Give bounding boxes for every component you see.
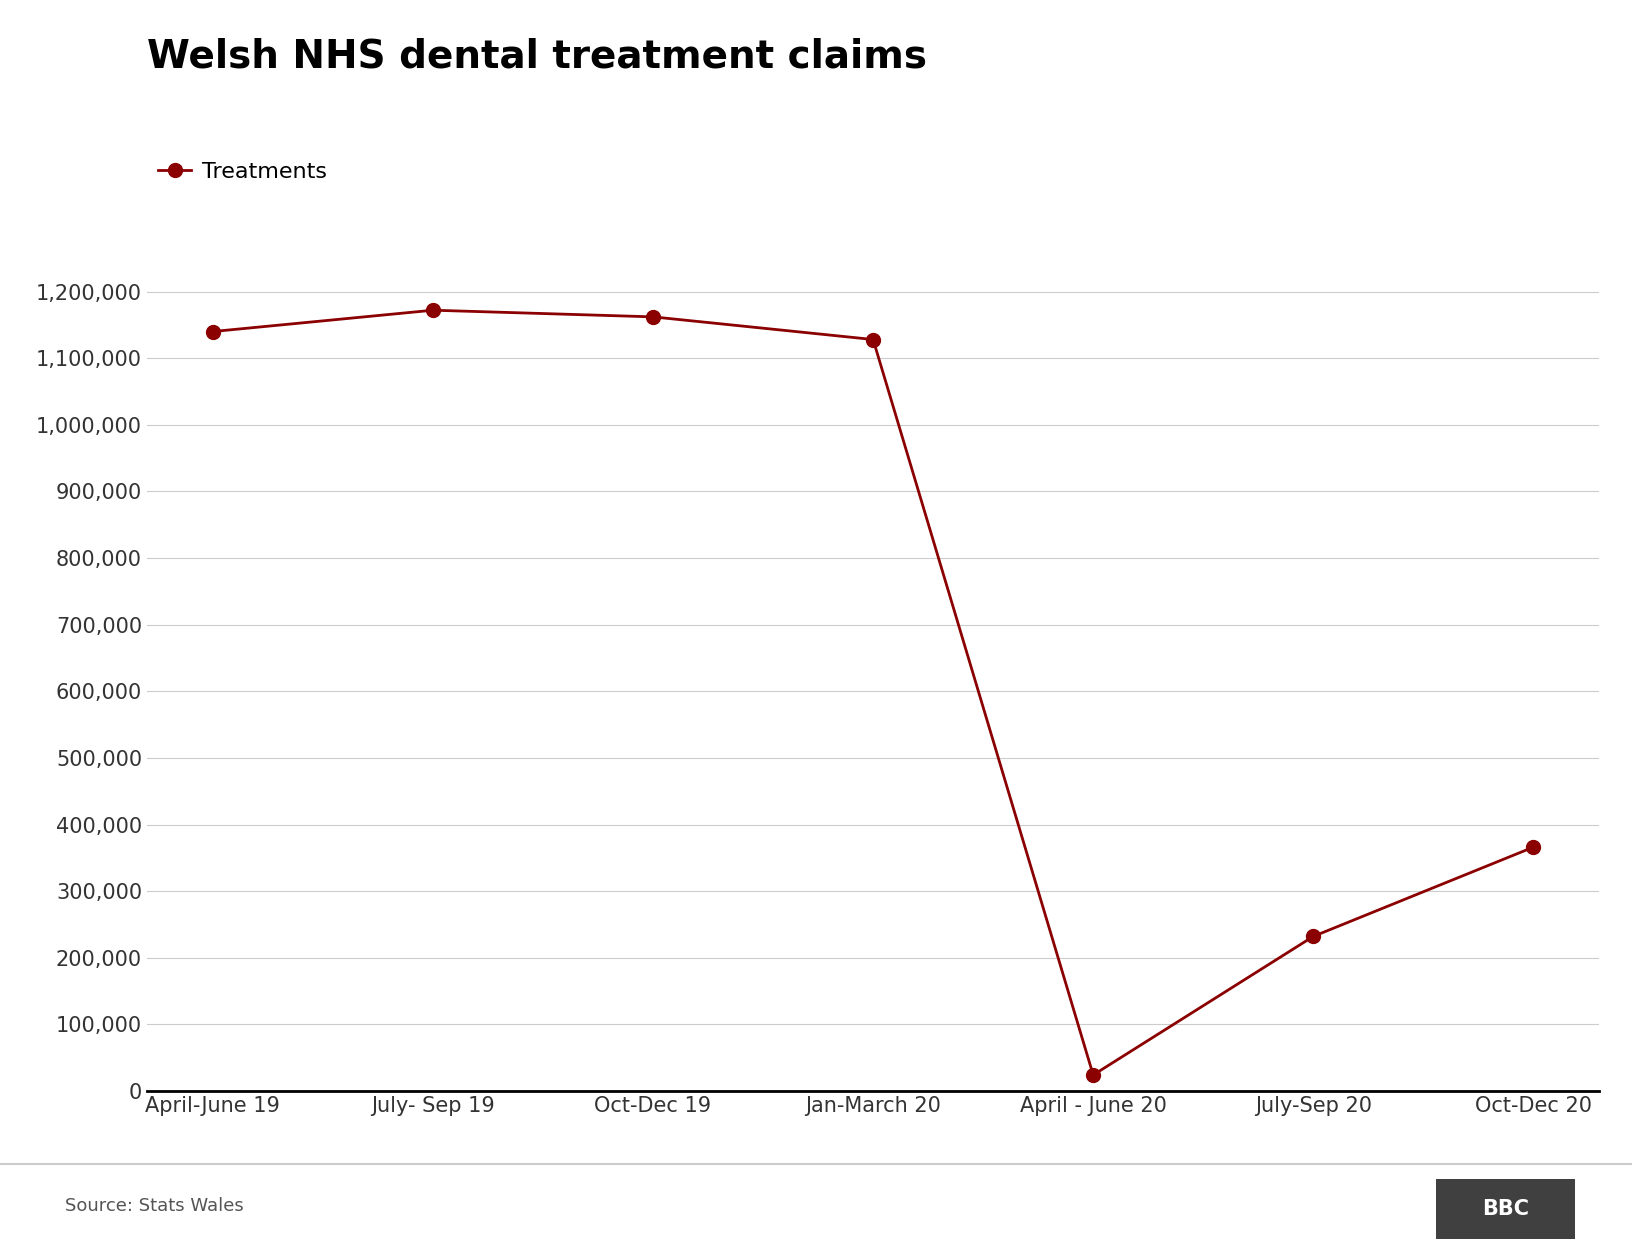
Text: BBC: BBC xyxy=(1482,1199,1529,1219)
Legend: Treatments: Treatments xyxy=(158,162,328,182)
Text: Welsh NHS dental treatment claims: Welsh NHS dental treatment claims xyxy=(147,38,927,75)
Text: Source: Stats Wales: Source: Stats Wales xyxy=(65,1198,245,1215)
